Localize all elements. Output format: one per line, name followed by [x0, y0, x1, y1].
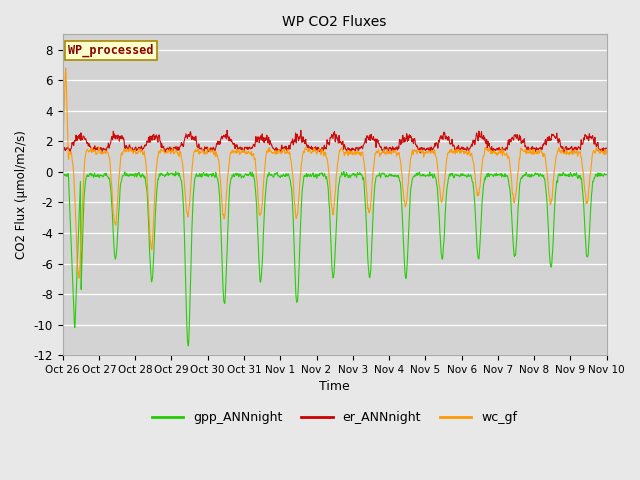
X-axis label: Time: Time [319, 381, 350, 394]
Y-axis label: CO2 Flux (μmol/m2/s): CO2 Flux (μmol/m2/s) [15, 131, 28, 259]
Text: WP_processed: WP_processed [68, 44, 154, 57]
Title: WP CO2 Fluxes: WP CO2 Fluxes [282, 15, 387, 29]
Legend: gpp_ANNnight, er_ANNnight, wc_gf: gpp_ANNnight, er_ANNnight, wc_gf [147, 407, 522, 430]
